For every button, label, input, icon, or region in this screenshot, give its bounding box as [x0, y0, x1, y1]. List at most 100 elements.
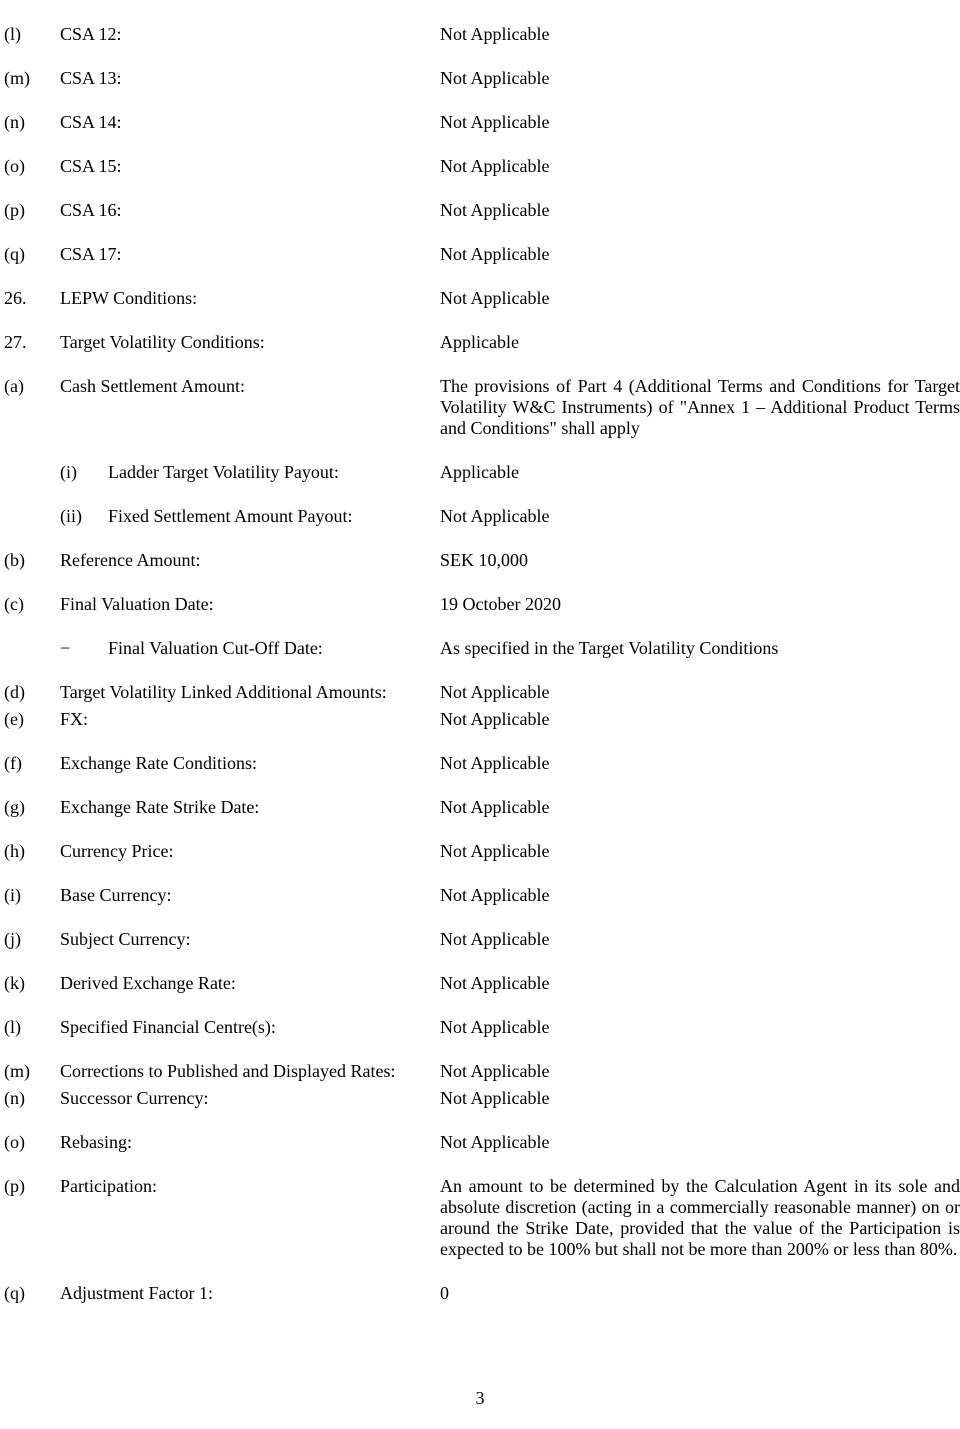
row-tvl-amounts: (d) Target Volatility Linked Additional … [0, 682, 960, 703]
label: (i)Ladder Target Volatility Payout: [60, 462, 440, 483]
row-csa15: (o) CSA 15: Not Applicable [0, 156, 960, 177]
marker: (o) [0, 156, 60, 177]
label: CSA 12: [60, 24, 440, 45]
value: Not Applicable [440, 200, 960, 221]
value: 0 [440, 1283, 960, 1304]
row-lepw: 26. LEPW Conditions: Not Applicable [0, 288, 960, 309]
marker: (n) [0, 112, 60, 133]
row-derived-exchange: (k) Derived Exchange Rate: Not Applicabl… [0, 973, 960, 994]
sub-marker: (ii) [60, 506, 108, 527]
marker: (j) [0, 929, 60, 950]
row-target-vol: 27. Target Volatility Conditions: Applic… [0, 332, 960, 353]
label: Target Volatility Conditions: [60, 332, 440, 353]
marker: (b) [0, 550, 60, 571]
row-csa17: (q) CSA 17: Not Applicable [0, 244, 960, 265]
label: Final Valuation Date: [60, 594, 440, 615]
label: Cash Settlement Amount: [60, 376, 440, 397]
value: Applicable [440, 462, 960, 483]
value: Not Applicable [440, 753, 960, 774]
value: Not Applicable [440, 288, 960, 309]
label: Derived Exchange Rate: [60, 973, 440, 994]
value: Not Applicable [440, 112, 960, 133]
marker: (q) [0, 1283, 60, 1304]
value: Not Applicable [440, 973, 960, 994]
label: Base Currency: [60, 885, 440, 906]
value: The provisions of Part 4 (Additional Ter… [440, 376, 960, 439]
value: Not Applicable [440, 841, 960, 862]
row-exchange-rate-conditions: (f) Exchange Rate Conditions: Not Applic… [0, 753, 960, 774]
label: (ii)Fixed Settlement Amount Payout: [60, 506, 440, 527]
label: Target Volatility Linked Additional Amou… [60, 682, 440, 703]
label: Rebasing: [60, 1132, 440, 1153]
marker: (p) [0, 1176, 60, 1197]
label: CSA 13: [60, 68, 440, 89]
marker: 27. [0, 332, 60, 353]
label: CSA 17: [60, 244, 440, 265]
row-adjustment-factor: (q) Adjustment Factor 1: 0 [0, 1283, 960, 1304]
row-rebasing: (o) Rebasing: Not Applicable [0, 1132, 960, 1153]
value: SEK 10,000 [440, 550, 960, 571]
row-final-valuation: (c) Final Valuation Date: 19 October 202… [0, 594, 960, 615]
value: Not Applicable [440, 68, 960, 89]
marker: (o) [0, 1132, 60, 1153]
marker: (e) [0, 709, 60, 730]
marker: (l) [0, 24, 60, 45]
value: Not Applicable [440, 682, 960, 703]
value: Applicable [440, 332, 960, 353]
marker: (q) [0, 244, 60, 265]
sub-marker: (i) [60, 462, 108, 483]
label: Adjustment Factor 1: [60, 1283, 440, 1304]
marker: (l) [0, 1017, 60, 1038]
marker: (c) [0, 594, 60, 615]
marker: 26. [0, 288, 60, 309]
page-number: 3 [0, 1388, 960, 1409]
label: Reference Amount: [60, 550, 440, 571]
row-csa14: (n) CSA 14: Not Applicable [0, 112, 960, 133]
label: Exchange Rate Strike Date: [60, 797, 440, 818]
label: −Final Valuation Cut-Off Date: [60, 638, 440, 659]
value: Not Applicable [440, 24, 960, 45]
marker: (p) [0, 200, 60, 221]
row-currency-price: (h) Currency Price: Not Applicable [0, 841, 960, 862]
marker: (n) [0, 1088, 60, 1109]
label: Corrections to Published and Displayed R… [60, 1061, 440, 1082]
row-csa12: (l) CSA 12: Not Applicable [0, 24, 960, 45]
label: CSA 14: [60, 112, 440, 133]
sub-label: Final Valuation Cut-Off Date: [108, 638, 323, 658]
value: Not Applicable [440, 929, 960, 950]
row-fixed-payout: (ii)Fixed Settlement Amount Payout: Not … [0, 506, 960, 527]
value: Not Applicable [440, 709, 960, 730]
label: Subject Currency: [60, 929, 440, 950]
marker: (m) [0, 1061, 60, 1082]
row-cash-settlement: (a) Cash Settlement Amount: The provisio… [0, 376, 960, 439]
label: LEPW Conditions: [60, 288, 440, 309]
value: Not Applicable [440, 797, 960, 818]
label: CSA 16: [60, 200, 440, 221]
value: 19 October 2020 [440, 594, 960, 615]
label: Currency Price: [60, 841, 440, 862]
marker: (a) [0, 376, 60, 397]
marker: (f) [0, 753, 60, 774]
row-corrections: (m) Corrections to Published and Display… [0, 1061, 960, 1082]
sub-label: Fixed Settlement Amount Payout: [108, 506, 353, 526]
row-exchange-rate-strike: (g) Exchange Rate Strike Date: Not Appli… [0, 797, 960, 818]
label: CSA 15: [60, 156, 440, 177]
marker: (i) [0, 885, 60, 906]
row-cutoff: −Final Valuation Cut-Off Date: As specif… [0, 638, 960, 659]
row-ladder-payout: (i)Ladder Target Volatility Payout: Appl… [0, 462, 960, 483]
row-subject-currency: (j) Subject Currency: Not Applicable [0, 929, 960, 950]
dash-marker: − [60, 638, 108, 659]
label: FX: [60, 709, 440, 730]
value: Not Applicable [440, 506, 960, 527]
label: Exchange Rate Conditions: [60, 753, 440, 774]
value: Not Applicable [440, 244, 960, 265]
value: Not Applicable [440, 885, 960, 906]
label: Specified Financial Centre(s): [60, 1017, 440, 1038]
row-base-currency: (i) Base Currency: Not Applicable [0, 885, 960, 906]
value: Not Applicable [440, 1088, 960, 1109]
marker: (k) [0, 973, 60, 994]
value: Not Applicable [440, 1061, 960, 1082]
label: Participation: [60, 1176, 440, 1197]
row-csa16: (p) CSA 16: Not Applicable [0, 200, 960, 221]
value: As specified in the Target Volatility Co… [440, 638, 960, 659]
